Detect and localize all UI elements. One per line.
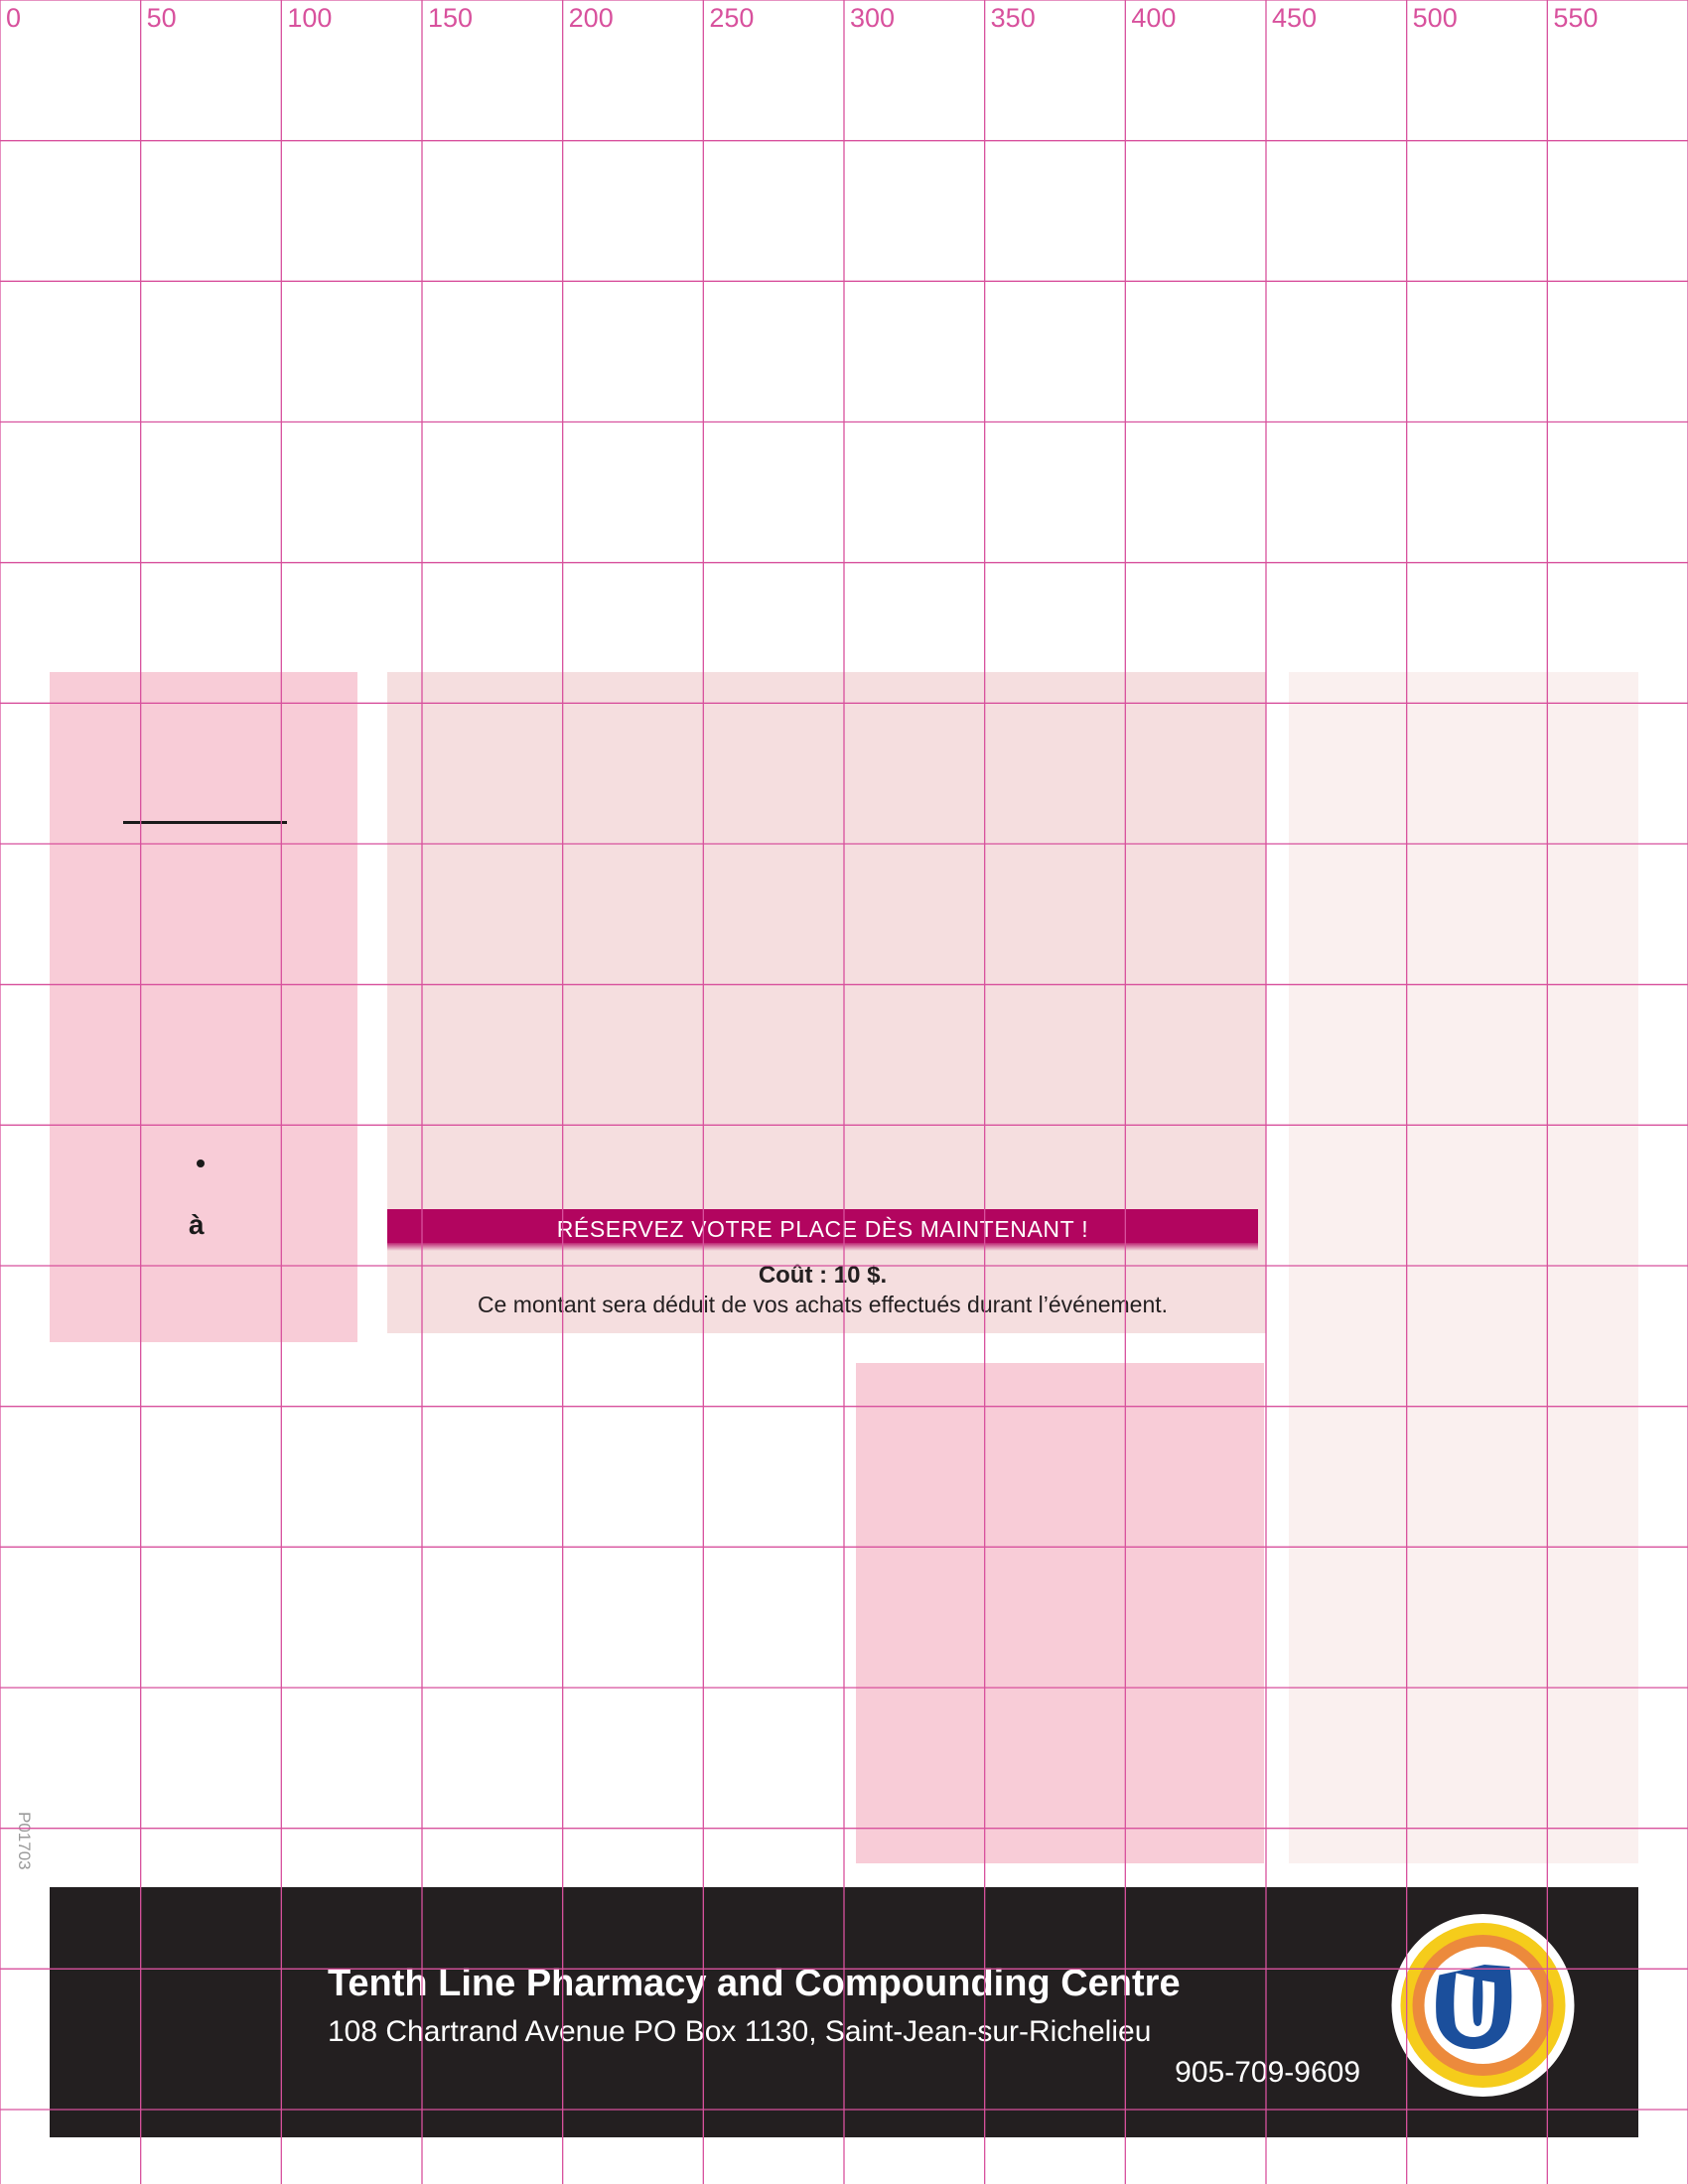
svg-text:500: 500 [1413, 3, 1458, 33]
svg-text:0: 0 [6, 3, 21, 33]
svg-text:550: 550 [1553, 3, 1598, 33]
svg-text:450: 450 [1272, 3, 1317, 33]
svg-text:50: 50 [147, 3, 177, 33]
svg-text:250: 250 [709, 3, 754, 33]
svg-text:400: 400 [1131, 3, 1176, 33]
svg-text:350: 350 [991, 3, 1036, 33]
svg-text:100: 100 [287, 3, 332, 33]
svg-text:200: 200 [569, 3, 614, 33]
svg-text:300: 300 [850, 3, 895, 33]
svg-text:150: 150 [428, 3, 473, 33]
